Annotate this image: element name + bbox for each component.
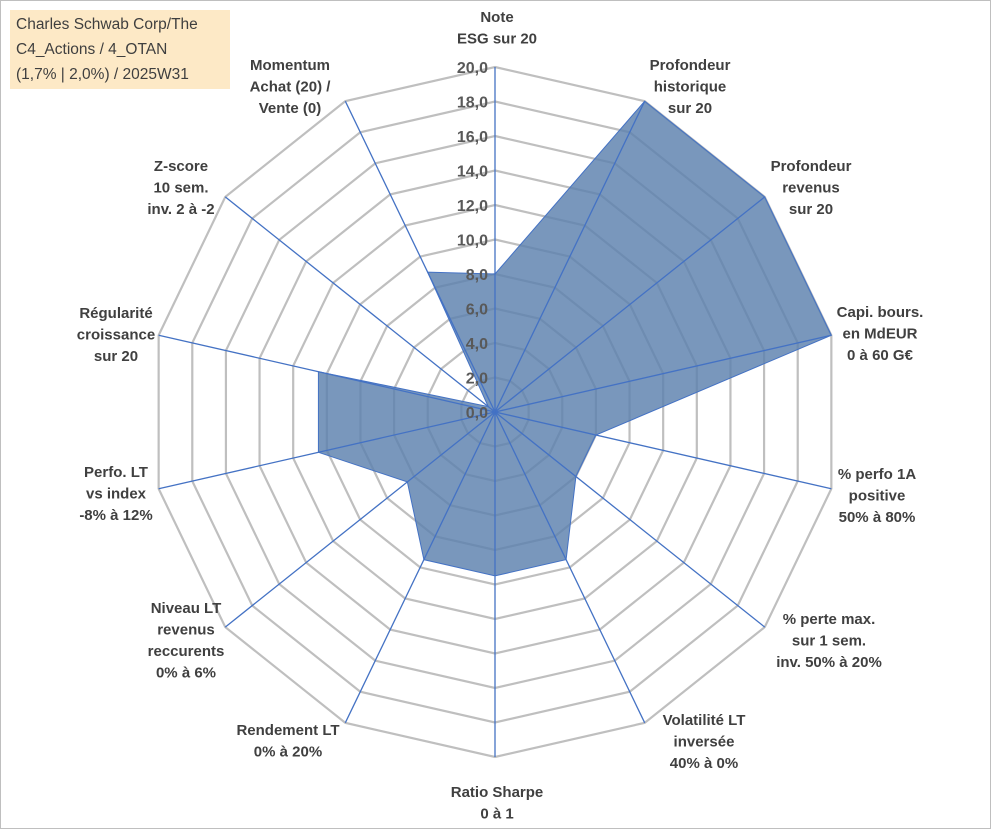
chart-title-box: Charles Schwab Corp/The C4_Actions / 4_O… xyxy=(10,10,230,89)
axis-spoke xyxy=(344,411,496,724)
axis-spoke xyxy=(344,100,496,413)
axis-spoke xyxy=(158,334,496,413)
category-label: Momentum Achat (20) / Vente (0) xyxy=(250,57,332,117)
category-label: % perte max. sur 1 sem. inv. 50% à 20% xyxy=(776,611,882,671)
axis-spoke xyxy=(158,411,496,490)
tick-label: 8,0 xyxy=(466,267,488,284)
label-layer: Note ESG sur 20 Profondeur historique sur 20… xyxy=(77,9,924,823)
category-label: Perfo. LT vs index -8% à 12% xyxy=(79,464,152,524)
category-label: Volatilité LT inversée 40% à 0% xyxy=(663,712,746,772)
axis-spoke xyxy=(494,411,766,628)
axis-spoke xyxy=(494,334,832,413)
category-label: Profondeur revenus sur 20 xyxy=(771,158,852,218)
title-line-3: (1,7% | 2,0%) / 2025W31 xyxy=(16,66,189,83)
category-label: Régularité croissance sur 20 xyxy=(77,305,155,365)
axis-spoke xyxy=(224,411,496,628)
tick-label: 0,0 xyxy=(466,405,488,422)
category-label: Rendement LT 0% à 20% xyxy=(236,722,339,761)
axis-spoke xyxy=(494,196,766,413)
tick-label: 14,0 xyxy=(457,164,488,181)
title-line-2: C4_Actions / 4_OTAN xyxy=(16,41,168,58)
tick-label: 12,0 xyxy=(457,198,488,215)
tick-layer: 0,0 2,0 4,0 6,0 8,0 10,0 12,0 14,0 16,0 18,0 20,0 xyxy=(457,60,488,422)
tick-label: 20,0 xyxy=(457,60,488,77)
tick-label: 16,0 xyxy=(457,129,488,146)
tick-label: 10,0 xyxy=(457,233,488,250)
axis-spoke xyxy=(494,411,832,490)
axis-spoke xyxy=(494,411,646,724)
axis-layer xyxy=(158,67,832,757)
tick-label: 2,0 xyxy=(466,371,488,388)
tick-label: 18,0 xyxy=(457,95,488,112)
category-label: Niveau LT revenus reccurents 0% à 6% xyxy=(148,600,225,682)
axis-spoke xyxy=(224,196,496,413)
category-label: Profondeur historique sur 20 xyxy=(650,57,731,117)
tick-label: 4,0 xyxy=(466,336,488,353)
category-label: Note ESG sur 20 xyxy=(457,9,537,48)
tick-label: 6,0 xyxy=(466,302,488,319)
axis-spoke xyxy=(494,100,646,413)
category-label: Ratio Sharpe 0 à 1 xyxy=(451,784,544,823)
category-label: % perfo 1A positive 50% à 80% xyxy=(838,466,917,526)
category-label: Z-score 10 sem. inv. 2 à -2 xyxy=(147,158,214,218)
title-line-1: Charles Schwab Corp/The xyxy=(16,16,198,33)
category-label: Capi. bours. en MdEUR 0 à 60 G€ xyxy=(837,304,924,364)
